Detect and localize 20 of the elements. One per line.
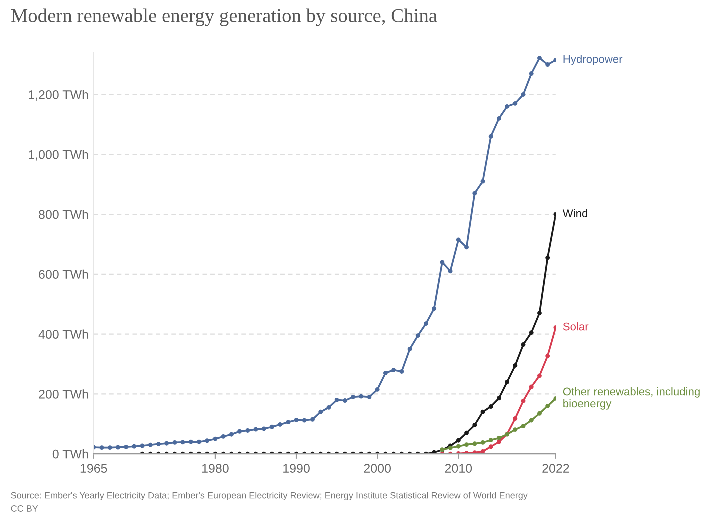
y-tick-label: 800 TWh xyxy=(39,210,88,220)
chart-title: Modern renewable energy generation by source, China xyxy=(11,8,438,26)
y-tick-label: 600 TWh xyxy=(39,270,88,280)
y-tick-label: 1,000 TWh xyxy=(29,150,88,161)
y-tick-label: 0 TWh xyxy=(52,450,88,459)
y-tick-label: 400 TWh xyxy=(38,330,88,339)
x-tick-label: 1965 xyxy=(80,464,108,473)
series-label: Other renewables, including bioenergy xyxy=(563,388,700,410)
x-tick-label: 1980 xyxy=(202,464,229,473)
x-tick-label: 2010 xyxy=(445,464,472,473)
text: CC BY xyxy=(11,506,38,512)
x-tick-label: 2022 xyxy=(542,464,570,473)
series-label: Solar xyxy=(563,322,589,331)
series-label: Wind xyxy=(562,209,588,218)
series-label: Hydropower xyxy=(564,55,623,66)
x-tick-label: 1990 xyxy=(284,464,310,473)
y-tick-label: 1,200 TWh xyxy=(29,90,88,101)
y-tick-label: 200 TWh xyxy=(39,390,88,399)
x-tick-label: 2000 xyxy=(364,464,392,473)
source-note: Source: Ember's Yearly Electricity Data; Ember's European Electricity Review; Energy Institute Statistical Review of World Energy xyxy=(11,492,528,501)
